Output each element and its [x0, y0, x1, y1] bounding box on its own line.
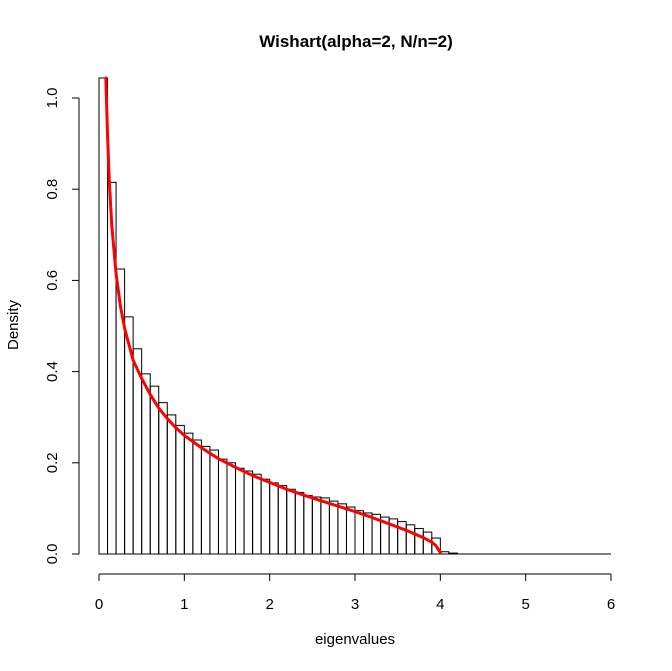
histogram-bar — [235, 467, 245, 555]
x-tick-label: 3 — [351, 596, 359, 613]
histogram-bar — [183, 432, 194, 555]
x-axis-label: eigenvalues — [315, 631, 395, 648]
histogram-bar — [337, 503, 347, 555]
histogram-bar — [294, 491, 305, 555]
x-axis: 0 1 2 3 4 5 6 — [95, 573, 615, 613]
histogram-bar — [277, 485, 288, 555]
histogram-bar — [260, 478, 271, 555]
histogram-bar — [158, 402, 168, 555]
histogram-bar — [192, 439, 202, 555]
x-tick-label: 6 — [607, 596, 615, 613]
y-tick-label: 1.0 — [44, 88, 61, 109]
histogram-bar — [303, 495, 313, 555]
density-curve — [104, 76, 442, 555]
histogram-bar — [252, 473, 262, 555]
histogram-bar — [141, 373, 151, 555]
histogram-bar — [269, 482, 279, 555]
histogram-bar — [175, 424, 185, 555]
histogram-bar — [286, 488, 296, 555]
y-tick-label: 0.0 — [44, 544, 61, 565]
y-tick-label: 0.4 — [44, 361, 61, 382]
histogram-bar — [405, 524, 416, 555]
histogram-bar — [354, 510, 365, 555]
histogram-bar — [363, 512, 373, 555]
x-tick-label: 0 — [95, 596, 103, 613]
histogram-bar — [328, 500, 339, 555]
chart-title: Wishart(alpha=2, N/n=2) — [259, 32, 453, 51]
histogram-bar — [243, 470, 254, 555]
histogram-bar — [132, 348, 143, 555]
histogram-bar — [166, 414, 177, 555]
histogram-bar — [98, 77, 109, 555]
y-tick-label: 0.8 — [44, 179, 61, 200]
x-tick-label: 1 — [180, 596, 188, 613]
histogram-bar — [311, 496, 322, 555]
y-tick-label: 0.2 — [44, 452, 61, 473]
histogram-bar — [320, 497, 330, 555]
histogram-bar — [209, 449, 219, 555]
histogram-bar — [414, 527, 424, 555]
histogram-bar — [200, 445, 211, 555]
histogram-bar — [226, 462, 237, 555]
y-tick-label: 0.6 — [44, 270, 61, 291]
histogram-bars — [98, 77, 611, 555]
x-tick-label: 4 — [436, 596, 444, 613]
y-axis: 0.0 0.2 0.4 0.6 0.8 1.0 — [44, 88, 80, 565]
histogram-bar — [217, 458, 228, 555]
histogram-bar — [149, 385, 160, 555]
x-tick-label: 2 — [265, 596, 273, 613]
histogram-bar — [345, 506, 356, 555]
y-axis-label: Density — [5, 299, 22, 350]
x-tick-label: 5 — [521, 596, 529, 613]
